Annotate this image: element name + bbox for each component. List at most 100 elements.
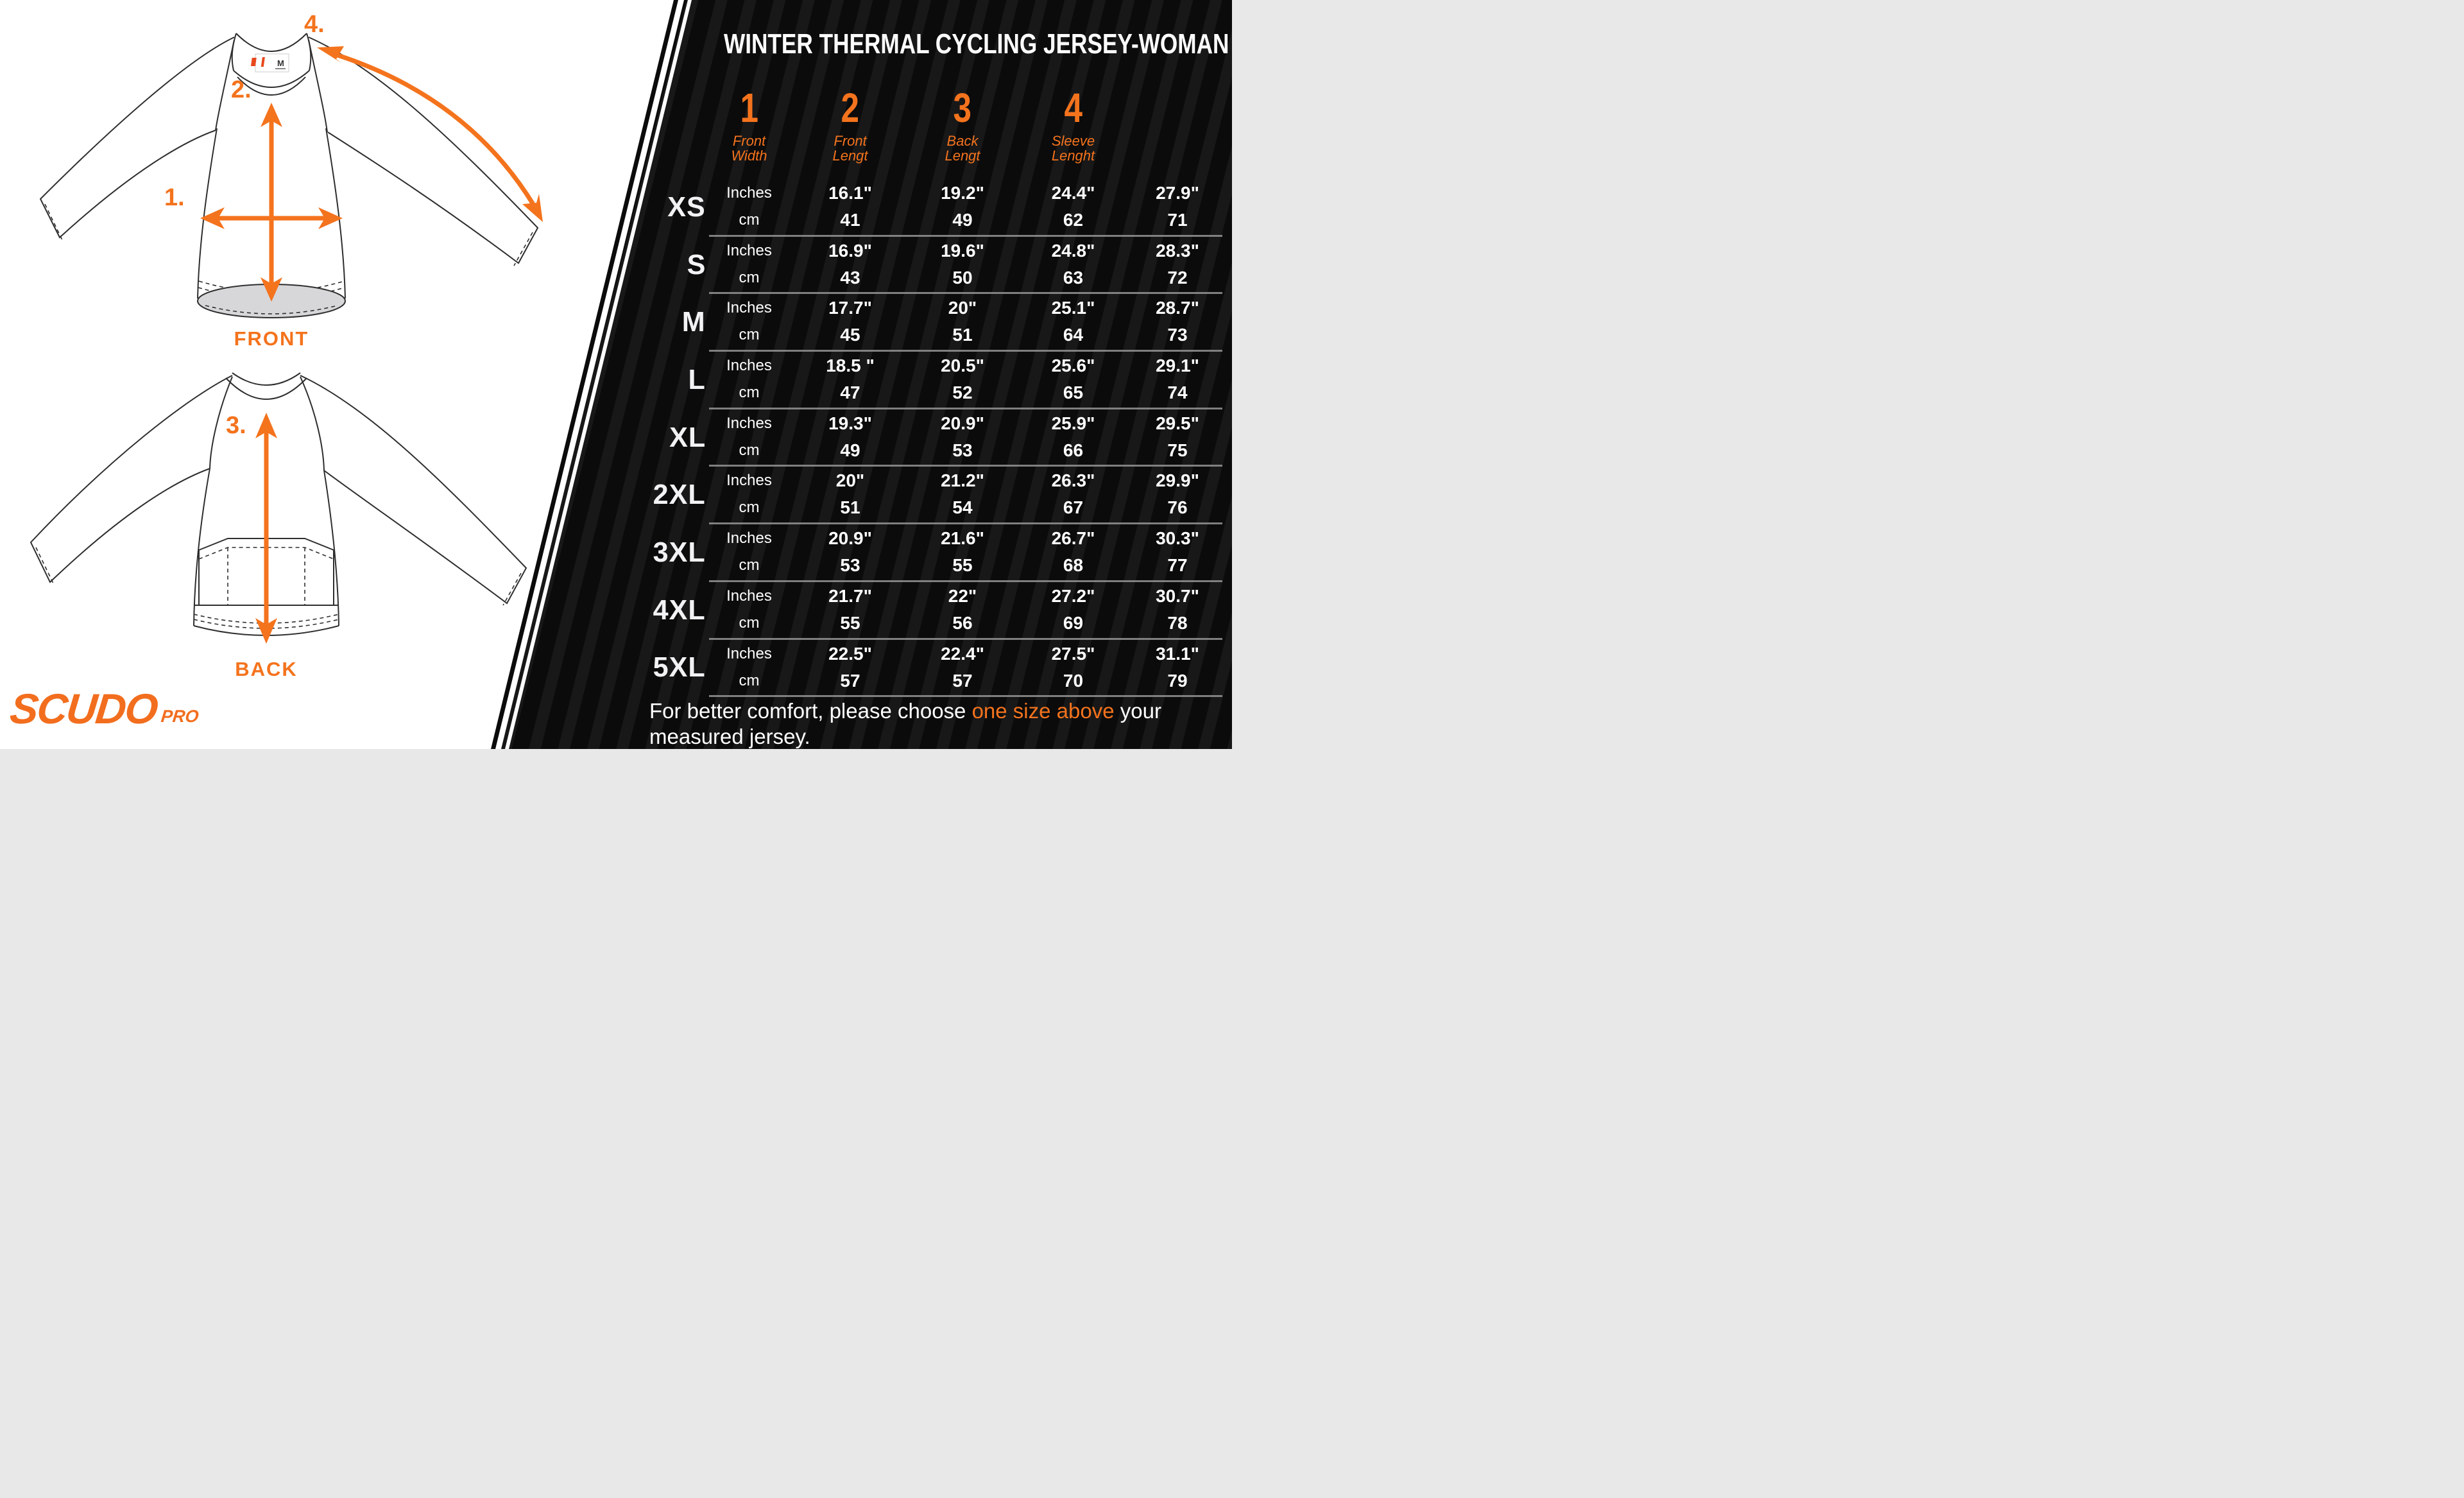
cm-value: 76 — [1167, 497, 1188, 518]
unit-label-inches: Inches — [726, 472, 772, 490]
cm-value: 78 — [1167, 612, 1188, 633]
cm-line: cm 57 57 70 79 — [706, 667, 1226, 694]
front-torso-right — [325, 128, 346, 299]
front-collar-left — [231, 33, 237, 71]
cm-line: cm 45 51 64 73 — [706, 322, 1226, 349]
brand-logo-text: SCUDO — [8, 685, 160, 732]
cm-value: 53 — [840, 555, 860, 576]
unit-label-cm: cm — [739, 384, 760, 402]
row-separator — [709, 637, 1222, 640]
size-row: 5XL Inches 22.5" 22.4" 27.5" 31.1" cm 57 57 7… — [645, 639, 1226, 698]
inches-value: 17.7" — [828, 298, 872, 318]
marker-2-label: 2. — [231, 76, 252, 103]
inches-value: 28.3" — [1156, 240, 1199, 261]
back-torso-right — [323, 470, 339, 626]
cm-value: 75 — [1167, 440, 1188, 460]
cm-line: cm 43 50 63 72 — [706, 264, 1226, 291]
front-view-label: FRONT — [234, 327, 309, 350]
column-label: Front Lengt — [832, 133, 868, 164]
cm-value: 79 — [1167, 670, 1188, 691]
cm-value: 70 — [1063, 670, 1084, 691]
cm-value: 51 — [840, 497, 860, 518]
cm-line: cm 53 55 68 77 — [706, 552, 1226, 579]
row-separator — [709, 407, 1222, 409]
column-number: 4 — [1064, 85, 1082, 131]
cm-value: 45 — [840, 325, 860, 345]
row-separator — [709, 350, 1222, 352]
size-label: S — [687, 248, 706, 280]
cm-value: 74 — [1167, 383, 1188, 403]
size-label: 5XL — [653, 651, 706, 684]
back-raglan-right — [300, 376, 325, 471]
front-raglan-right — [308, 39, 328, 133]
cm-line: cm 51 54 67 76 — [706, 494, 1226, 521]
column-label: Sleeve Lenght — [1051, 133, 1095, 164]
inches-value: 20" — [948, 298, 977, 318]
cm-value: 57 — [952, 670, 973, 691]
unit-label-cm: cm — [739, 211, 760, 228]
inches-value: 22" — [948, 585, 977, 606]
cm-line: cm 47 52 65 74 — [706, 379, 1226, 406]
unit-label-inches: Inches — [726, 357, 772, 375]
back-right-cuff-seam — [502, 573, 522, 606]
cm-value: 68 — [1063, 555, 1084, 576]
size-label: XL — [669, 421, 706, 453]
back-left-sleeve — [30, 375, 233, 583]
size-label: 3XL — [653, 536, 706, 568]
unit-label-inches: Inches — [726, 644, 772, 662]
unit-label-inches: Inches — [726, 587, 772, 605]
inches-value: 19.2" — [941, 183, 984, 203]
inches-value: 27.9" — [1156, 183, 1199, 203]
cm-value: 51 — [952, 325, 973, 345]
inches-value: 25.1" — [1051, 298, 1095, 318]
inches-line: Inches 19.3" 20.9" 25.9" 29.5" — [706, 410, 1226, 437]
inches-value: 24.4" — [1051, 183, 1095, 203]
unit-label-cm: cm — [739, 499, 760, 517]
size-row: 4XL Inches 21.7" 22" 27.2" 30.7" cm 55 56 69 7… — [645, 581, 1226, 640]
unit-label-cm: cm — [739, 556, 760, 574]
inches-line: Inches 16.1" 19.2" 24.4" 27.9" — [706, 180, 1226, 207]
cm-value: 72 — [1167, 267, 1188, 288]
front-width-arrow — [200, 207, 343, 229]
inches-value: 30.3" — [1156, 528, 1199, 549]
front-right-cuff-seam — [513, 232, 533, 266]
cm-value: 50 — [952, 267, 973, 288]
inches-value: 22.5" — [828, 643, 872, 664]
size-label: XS — [667, 191, 706, 223]
note-highlight: one size above — [971, 699, 1115, 723]
inches-value: 27.2" — [1051, 585, 1095, 606]
inches-line: Inches 21.7" 22" 27.2" 30.7" — [706, 583, 1226, 610]
cm-value: 63 — [1063, 267, 1084, 288]
unit-label-cm: cm — [739, 326, 760, 344]
column-number: 1 — [740, 85, 758, 131]
row-separator — [709, 522, 1222, 525]
cm-value: 49 — [840, 440, 860, 460]
inches-line: Inches 16.9" 19.6" 24.8" 28.3" — [706, 237, 1226, 264]
inches-value: 29.1" — [1156, 356, 1199, 376]
brand-logo-suffix: PRO — [160, 707, 200, 726]
inches-value: 26.3" — [1051, 470, 1095, 491]
cm-value: 56 — [952, 612, 973, 633]
cm-value: 69 — [1063, 612, 1084, 633]
inches-line: Inches 17.7" 20" 25.1" 28.7" — [706, 295, 1226, 322]
cm-line: cm 49 53 66 75 — [706, 437, 1226, 464]
column-label: Back Lengt — [945, 133, 980, 164]
size-label: M — [682, 306, 706, 338]
inches-line: Inches 18.5 " 20.5" 25.6" 29.1" — [706, 352, 1226, 379]
front-collar-right — [306, 33, 312, 71]
unit-label-cm: cm — [739, 671, 760, 689]
row-separator — [709, 234, 1222, 237]
comfort-note: For better comfort, please choose one si… — [649, 698, 1220, 749]
inches-value: 25.6" — [1051, 356, 1095, 376]
collar-tag: M — [250, 53, 289, 73]
inches-value: 29.5" — [1156, 413, 1199, 433]
inches-value: 27.5" — [1051, 643, 1095, 664]
inches-value: 30.7" — [1156, 585, 1199, 606]
cm-line: cm 55 56 69 78 — [706, 610, 1226, 637]
column-header: 3 Back Lengt — [908, 87, 1017, 164]
back-pockets — [194, 538, 338, 606]
back-left-cuff-seam — [35, 547, 55, 585]
front-left-sleeve — [39, 37, 235, 239]
size-row: M Inches 17.7" 20" 25.1" 28.7" cm 45 51 64 73 — [645, 293, 1226, 352]
cm-value: 49 — [952, 210, 973, 230]
